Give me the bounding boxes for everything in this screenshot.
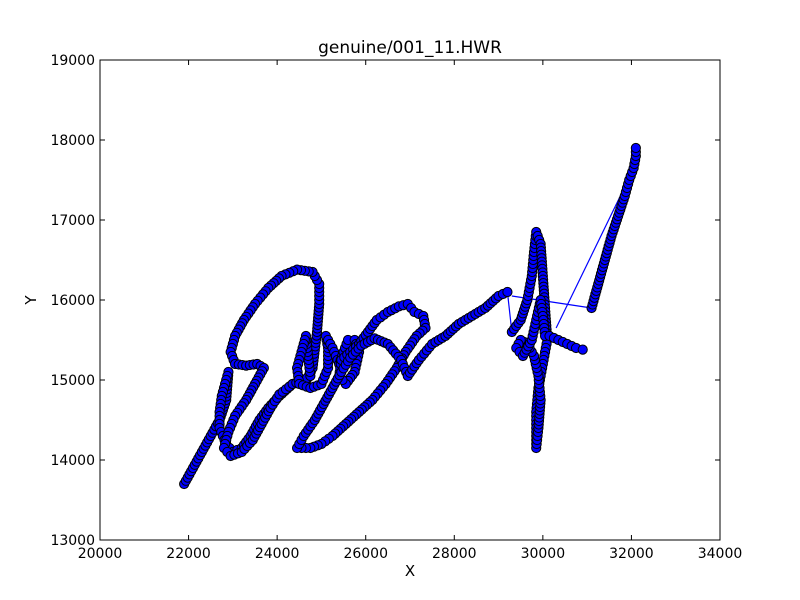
y-axis-ticks: 13000 14000 15000 16000 17000 18000 19000 — [50, 53, 720, 549]
plot-area — [99, 59, 721, 541]
y-tick-label: 17000 — [50, 213, 95, 229]
x-tick-label: 28000 — [432, 546, 477, 562]
x-tick-label: 32000 — [609, 546, 654, 562]
x-axis-label: X — [405, 562, 415, 580]
y-tick-label: 15000 — [50, 373, 95, 389]
x-tick-label: 20000 — [78, 546, 123, 562]
data-point — [577, 344, 588, 355]
x-tick-label: 22000 — [166, 546, 211, 562]
y-tick-label: 19000 — [50, 53, 95, 69]
data-markers — [179, 142, 641, 490]
data-point — [502, 286, 513, 298]
y-tick-label: 16000 — [50, 293, 95, 309]
x-tick-label: 26000 — [343, 546, 388, 562]
y-tick-label: 13000 — [50, 533, 95, 549]
chart-title: genuine/001_11.HWR — [318, 38, 502, 58]
x-tick-label: 34000 — [698, 546, 743, 562]
y-tick-label: 18000 — [50, 133, 95, 149]
x-axis-ticks: 20000 22000 24000 26000 28000 30000 32000 34000 — [78, 60, 743, 562]
y-tick-label: 14000 — [50, 453, 95, 469]
x-tick-label: 24000 — [255, 546, 300, 562]
y-axis-label: Y — [22, 295, 40, 306]
data-point — [630, 142, 641, 154]
x-tick-label: 30000 — [521, 546, 566, 562]
